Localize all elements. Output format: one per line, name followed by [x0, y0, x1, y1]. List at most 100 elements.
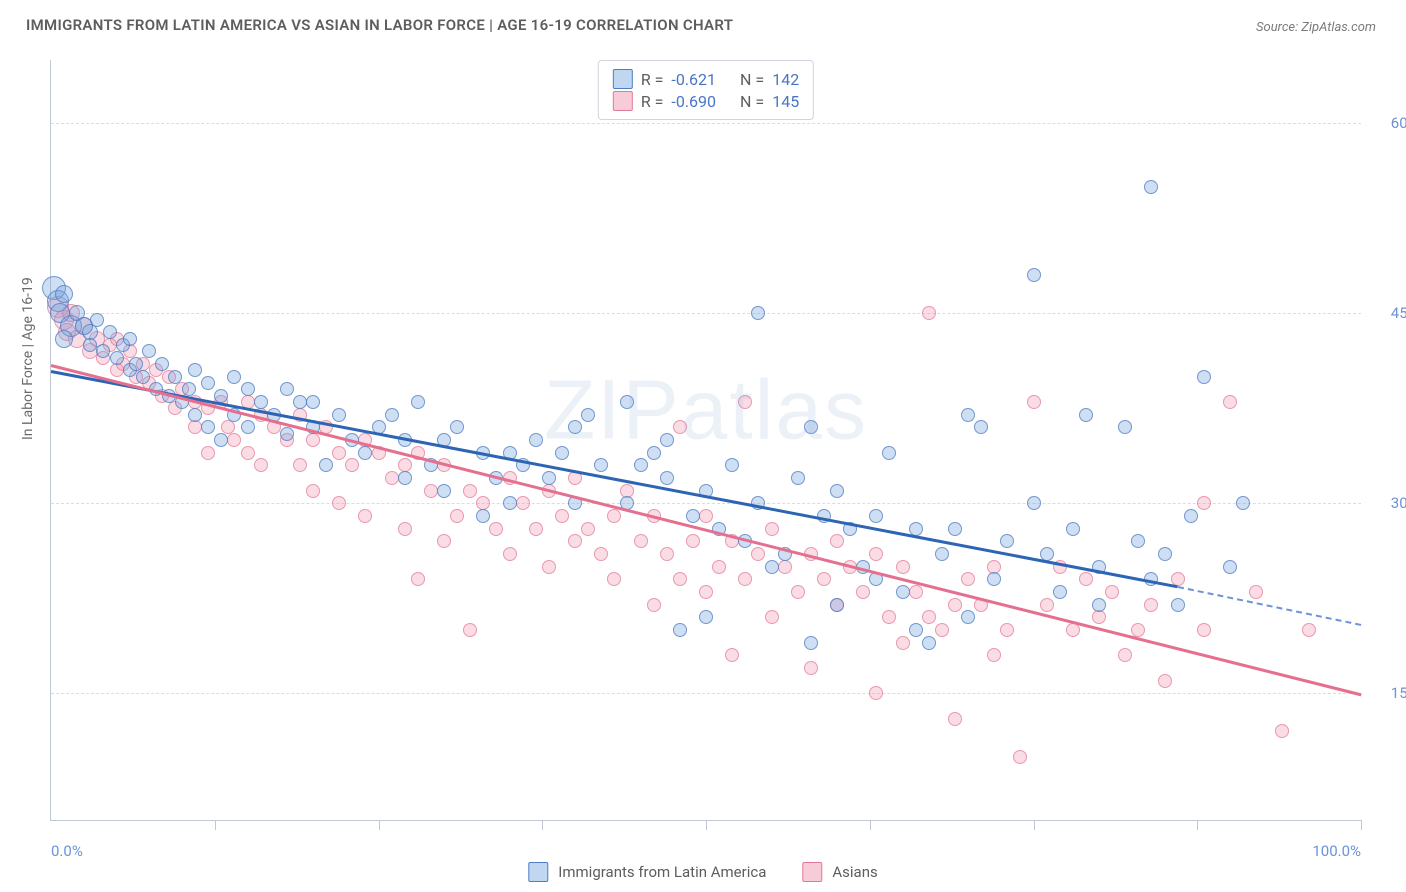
data-point [463, 484, 477, 498]
data-point [503, 547, 517, 561]
data-point [594, 547, 608, 561]
data-point [227, 370, 241, 384]
data-point [882, 610, 896, 624]
data-point [188, 363, 202, 377]
data-point [686, 509, 700, 523]
data-point [1079, 408, 1093, 422]
legend-R-value: -0.690 [671, 92, 716, 111]
data-point [987, 648, 1001, 662]
legend-N-value: 145 [772, 92, 799, 111]
data-point [961, 572, 975, 586]
data-point [804, 636, 818, 650]
data-point [935, 547, 949, 561]
data-point [738, 572, 752, 586]
data-point [568, 534, 582, 548]
plot-area: ZIPatlas R = -0.621 N = 142 R = -0.690 N… [50, 60, 1361, 821]
data-point [476, 509, 490, 523]
swatch-blue-icon [528, 862, 548, 882]
x-tick-label: 100.0% [1312, 842, 1361, 860]
data-point [1197, 370, 1211, 384]
data-point [1027, 395, 1041, 409]
swatch-pink-icon [613, 91, 633, 111]
data-point [1275, 724, 1289, 738]
data-point [961, 610, 975, 624]
data-point [1118, 420, 1132, 434]
data-point [450, 509, 464, 523]
data-point [660, 547, 674, 561]
data-point [568, 420, 582, 434]
data-point [1249, 585, 1263, 599]
data-point [450, 420, 464, 434]
data-point [935, 623, 949, 637]
data-point [358, 446, 372, 460]
data-point [319, 458, 333, 472]
y-tick-label: 15.0% [1371, 684, 1406, 702]
data-point [791, 471, 805, 485]
data-point [699, 509, 713, 523]
trendline-blue-extrapolated [1177, 586, 1361, 626]
data-point [594, 458, 608, 472]
data-point [516, 496, 530, 510]
gridline [51, 313, 1361, 314]
data-point [306, 484, 320, 498]
data-point [673, 420, 687, 434]
data-point [791, 585, 805, 599]
data-point [804, 420, 818, 434]
data-point [778, 560, 792, 574]
data-point [411, 572, 425, 586]
data-point [489, 522, 503, 536]
legend-row-pink: R = -0.690 N = 145 [613, 91, 799, 111]
data-point [280, 382, 294, 396]
data-point [385, 408, 399, 422]
trendline-pink [51, 364, 1362, 696]
data-point [869, 686, 883, 700]
data-point [712, 560, 726, 574]
data-point [293, 395, 307, 409]
data-point [909, 585, 923, 599]
data-point [581, 522, 595, 536]
y-tick-label: 30.0% [1371, 494, 1406, 512]
data-point [332, 446, 346, 460]
data-point [607, 572, 621, 586]
x-tick [706, 820, 707, 830]
legend-R-label: R = [641, 92, 664, 111]
data-point [765, 610, 779, 624]
data-point [699, 610, 713, 624]
chart-title: IMMIGRANTS FROM LATIN AMERICA VS ASIAN I… [26, 16, 733, 34]
x-tick [870, 820, 871, 830]
data-point [1144, 598, 1158, 612]
data-point [974, 420, 988, 434]
data-point [1131, 623, 1145, 637]
data-point [804, 661, 818, 675]
source-label: Source: ZipAtlas.com [1256, 20, 1376, 35]
legend-correlation-box: R = -0.621 N = 142 R = -0.690 N = 145 [598, 60, 814, 120]
data-point [241, 446, 255, 460]
data-point [1223, 560, 1237, 574]
x-tick [1034, 820, 1035, 830]
data-point [1131, 534, 1145, 548]
data-point [1040, 598, 1054, 612]
data-point [503, 496, 517, 510]
data-point [214, 433, 228, 447]
legend-N-value: 142 [772, 70, 799, 89]
x-tick [542, 820, 543, 830]
x-tick [1197, 820, 1198, 830]
data-point [201, 376, 215, 390]
legend-series-label: Immigrants from Latin America [558, 863, 766, 881]
data-point [948, 522, 962, 536]
data-point [90, 313, 104, 327]
data-point [922, 610, 936, 624]
data-point [869, 547, 883, 561]
x-tick [379, 820, 380, 830]
data-point [1144, 180, 1158, 194]
data-point [961, 408, 975, 422]
data-point [463, 623, 477, 637]
data-point [647, 446, 661, 460]
data-point [699, 585, 713, 599]
legend-N-label: N = [740, 92, 764, 111]
y-axis-title: In Labor Force | Age 16-19 [20, 277, 36, 440]
data-point [182, 382, 196, 396]
data-point [660, 471, 674, 485]
data-point [227, 433, 241, 447]
legend-series: Immigrants from Latin America Asians [528, 862, 877, 882]
